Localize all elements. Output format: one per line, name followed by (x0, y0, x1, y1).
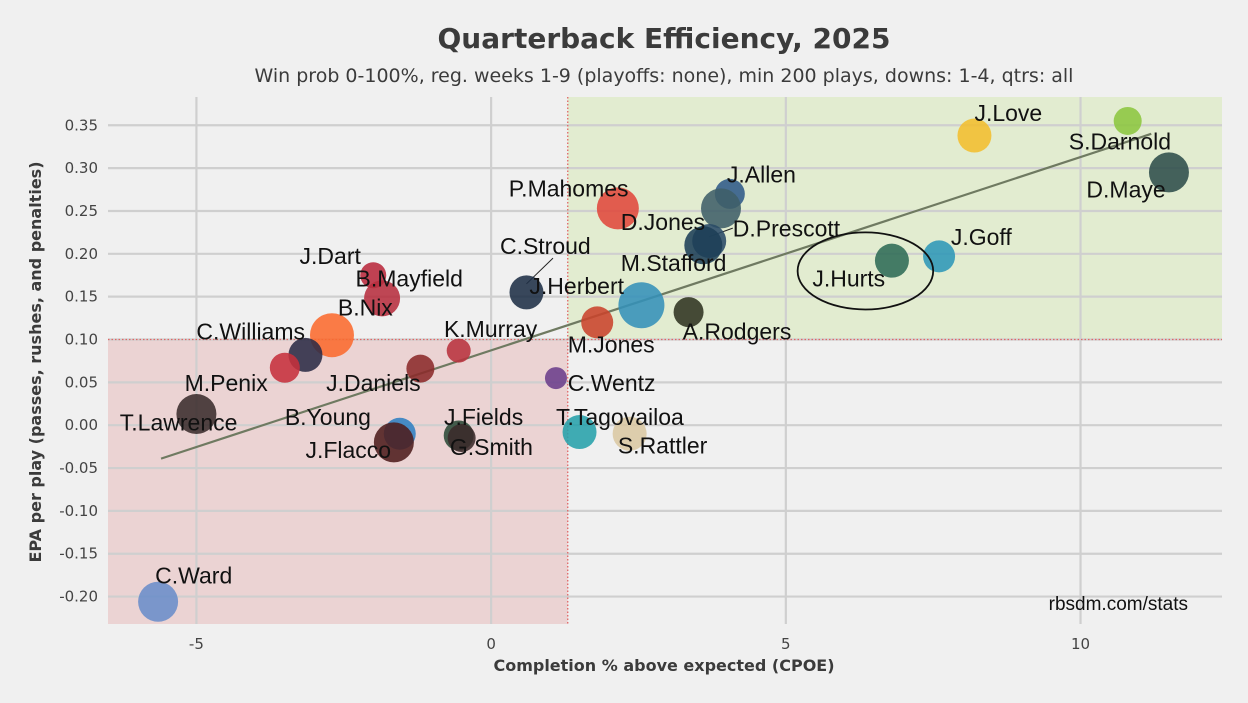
region-borders (108, 97, 1222, 624)
y-tick-label-0: -0.20 (59, 588, 98, 606)
point-d-maye (1148, 152, 1189, 193)
label-b-young: B.Young (285, 404, 371, 430)
label-j-love: J.Love (974, 100, 1042, 126)
point-t-lawrence (176, 394, 217, 435)
label-d-jones: D.Jones (621, 209, 705, 235)
chart-title: Quarterback Efficiency, 2025 (438, 22, 891, 55)
point-j-goff (923, 240, 956, 273)
x-axis-label: Completion % above expected (CPOE) (493, 656, 834, 675)
label-d-maye: D.Maye (1086, 176, 1165, 202)
label-t-lawrence: T.Lawrence (120, 409, 238, 435)
label-m-stafford: M.Stafford (621, 250, 727, 276)
point-p-mahomes (596, 187, 639, 230)
label-s-darnold: S.Darnold (1069, 128, 1171, 154)
y-tick-label-1: -0.15 (59, 545, 98, 563)
y-tick-label-5: 0.05 (65, 373, 98, 391)
label-a-rodgers: A.Rodgers (683, 319, 792, 345)
y-axis-label: EPA per play (passes, rushes, and penalt… (26, 161, 45, 562)
point-j-daniels (406, 354, 435, 383)
point-s-rattler (612, 416, 647, 451)
y-tick-label-7: 0.15 (65, 288, 98, 306)
x-tick-label-2: 5 (781, 635, 791, 653)
label-j-dart: J.Dart (300, 243, 362, 269)
label-m-penix: M.Penix (185, 370, 269, 396)
label-b-nix: B.Nix (338, 295, 393, 321)
point-k-murray (446, 338, 471, 363)
point-m-penix (269, 352, 300, 383)
point-m-jones (581, 306, 614, 339)
credit-text: rbsdm.com/stats (1049, 594, 1188, 615)
label-c-stroud: C.Stroud (500, 233, 591, 259)
point-j-hurts (874, 243, 909, 278)
label-j-goff: J.Goff (951, 224, 1013, 250)
y-tick-label-3: -0.05 (59, 459, 98, 477)
label-c-ward: C.Ward (155, 563, 232, 589)
y-tick-label-10: 0.30 (65, 159, 98, 177)
point-m-stafford (684, 226, 723, 265)
y-tick-label-11: 0.35 (65, 116, 98, 134)
label-s-rattler: S.Rattler (618, 432, 708, 458)
highlight-ellipse-j-hurts (796, 231, 935, 311)
y-tick-label-9: 0.25 (65, 202, 98, 220)
point-c-wentz (544, 367, 567, 390)
data-points (138, 106, 1189, 622)
point-b-mayfield (364, 280, 401, 317)
data-labels: J.Love S.Darnold D.Maye J.Allen P.Mahomes D.J… (120, 100, 1171, 589)
point-g-smith (447, 424, 476, 453)
label-j-flacco: J.Flacco (305, 437, 391, 463)
label-c-williams: C.Williams (196, 319, 305, 345)
label-c-wentz: C.Wentz (568, 370, 656, 396)
y-tick-label-6: 0.10 (65, 331, 98, 349)
label-b-mayfield: B.Mayfield (356, 265, 463, 291)
point-t-tagovailoa (562, 415, 597, 450)
label-p-mahomes: P.Mahomes (509, 175, 629, 201)
point-b-nix (309, 313, 354, 358)
label-j-herbert: J.Herbert (529, 273, 624, 299)
x-tick-label-1: 0 (486, 635, 496, 653)
label-j-fields: J.Fields (444, 404, 523, 430)
y-tick-label-4: 0.00 (65, 416, 98, 434)
point-j-flacco (373, 422, 414, 463)
label-t-tagovailoa: T.Tagovailoa (556, 404, 684, 430)
chart-subtitle: Win prob 0-100%, reg. weeks 1-9 (playoff… (255, 65, 1074, 87)
label-g-smith: G.Smith (450, 434, 533, 460)
point-j-herbert (618, 282, 665, 329)
label-k-murray: K.Murray (444, 316, 538, 342)
label-j-daniels: J.Daniels (326, 370, 421, 396)
label-j-hurts: J.Hurts (812, 265, 885, 291)
y-tick-label-2: -0.10 (59, 502, 98, 520)
label-m-jones: M.Jones (568, 331, 655, 357)
x-tick-labels: -5 0 5 10 (189, 635, 1090, 653)
point-j-love (957, 118, 992, 153)
point-c-ward (138, 581, 179, 622)
y-tick-labels: -0.20 -0.15 -0.10 -0.05 0.00 0.05 0.10 0.15 0.20… (59, 116, 98, 605)
point-d-jones (700, 188, 741, 229)
point-a-rodgers (673, 297, 704, 328)
point-c-stroud (509, 275, 544, 310)
highlight-group (796, 231, 935, 311)
y-tick-label-8: 0.20 (65, 245, 98, 263)
label-j-allen: J.Allen (727, 162, 796, 188)
label-d-prescott: D.Prescott (733, 216, 841, 242)
x-tick-label-0: -5 (189, 635, 204, 653)
point-s-darnold (1113, 106, 1142, 135)
x-tick-label-3: 10 (1071, 635, 1090, 653)
